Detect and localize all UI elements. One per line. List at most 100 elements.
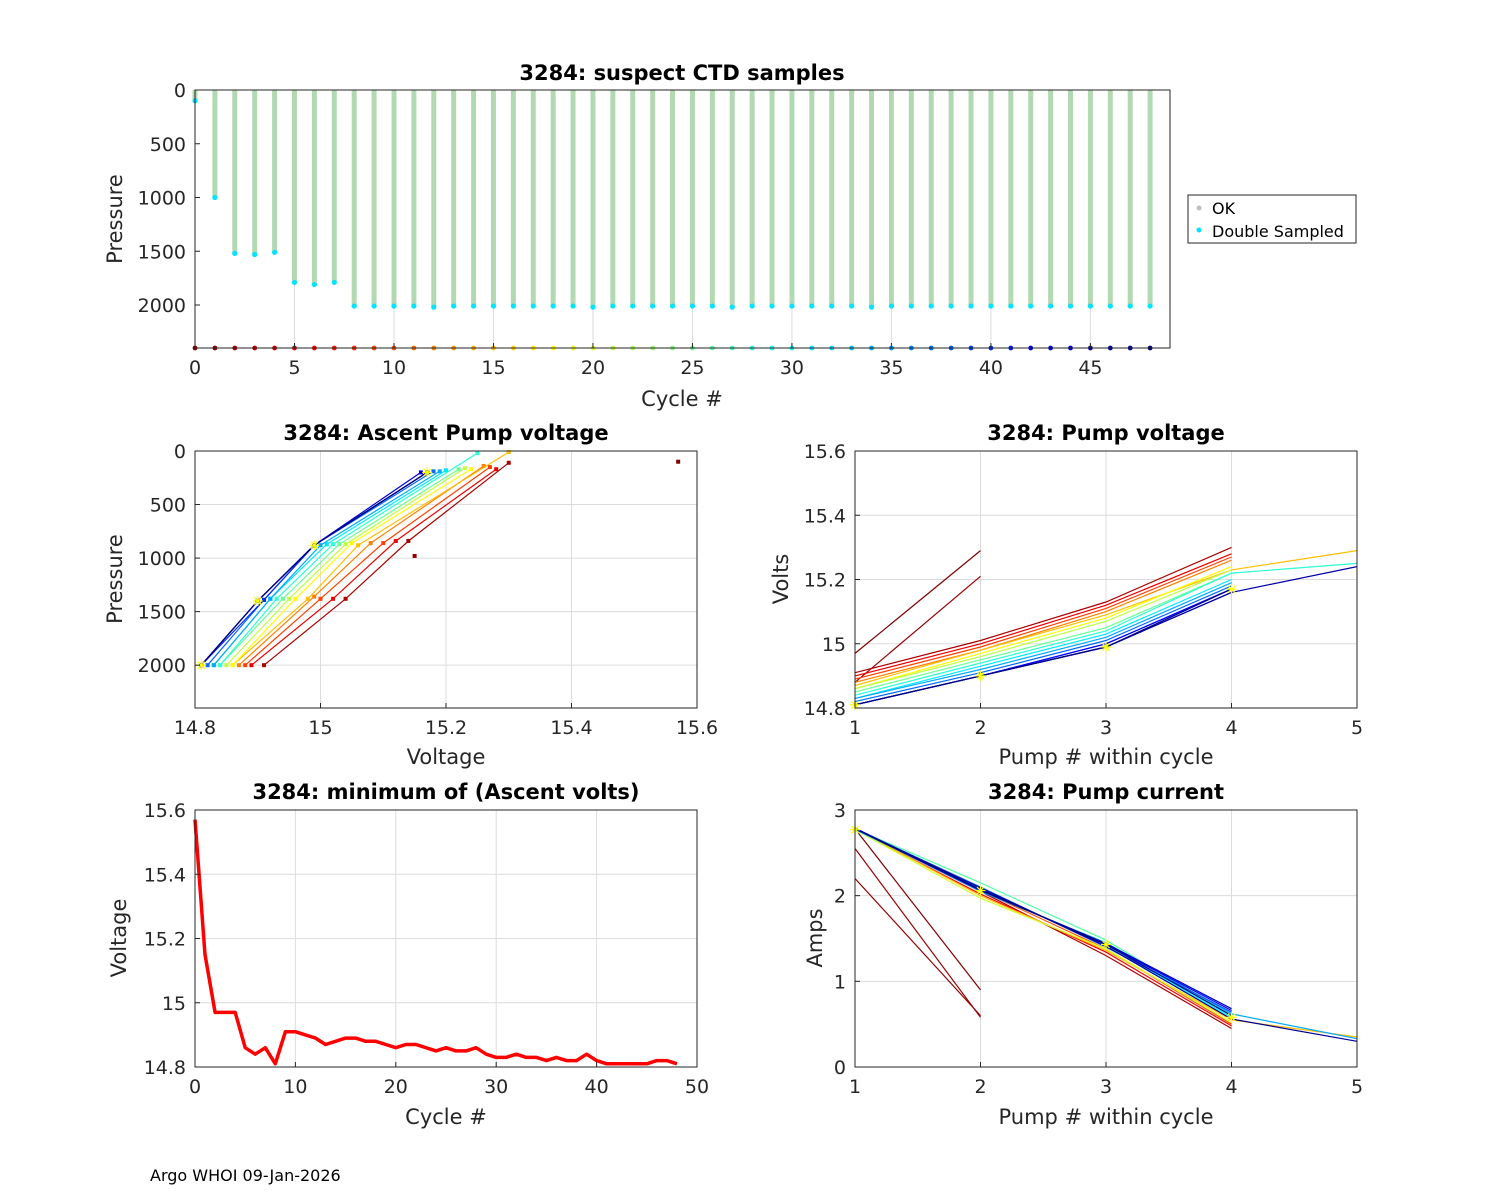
double-sampled-point [689,303,696,309]
pv-xtick-label: 1 [849,717,861,739]
ascent-profile-point [324,542,329,547]
pc-marks [850,824,1358,1042]
ascent-profile-point [444,468,448,473]
ascent-profile-point [412,553,417,558]
pc-ylabel: Amps [803,908,827,967]
pump-voltage-line [854,578,1232,699]
double-sampled-point [570,303,576,309]
marker-stroke [253,596,262,605]
pump-voltage-line [854,550,981,654]
marker-stroke [1102,940,1110,949]
ascent-profile-point [506,460,511,465]
ascent-profile-point [393,538,398,543]
double-sampled-point [829,303,835,309]
pump-voltage-line [854,575,981,683]
ascent-profile-point [312,594,317,599]
double-sampled-point [888,303,895,309]
minv-ytick-label: 15 [162,993,186,1015]
double-sampled-point [948,303,954,309]
ascent-profile-point [481,463,486,468]
double-sampled-point [669,303,676,309]
ctd-xlabel: Cycle # [641,387,723,411]
ascent-profile-line [238,465,484,666]
minv-grid [194,809,698,1068]
pc-xtick-label: 5 [1351,1076,1363,1098]
ascent-profile-point [331,542,336,547]
pv-ytick-label: 14.8 [804,698,846,720]
pump-current-line [854,828,1232,1017]
pv-ytick-label: 15.4 [804,505,846,527]
pv-xtick-label: 3 [1100,717,1112,739]
ascent-profile-point [456,467,461,472]
pump-current-line [854,829,1232,1024]
minv-axes-box [194,809,698,1068]
apv-axes-box [194,450,698,709]
pc-xtick-label: 4 [1225,1076,1237,1098]
minv-ytick-label: 14.8 [144,1057,186,1079]
apv-title: 3284: Ascent Pump voltage [283,421,608,445]
ctd-xtick-label: 40 [979,357,1003,379]
double-sampled-point [610,303,616,309]
ctd-legend: OK Double Sampled [1187,194,1357,244]
pump-voltage-panel: 3284: Pump voltage 1 2 3 4 5 14.8 15 15.2 15.4 15… [769,421,1363,769]
double-sampled-point [1008,303,1014,309]
minv-title: 3284: minimum of (Ascent volts) [252,780,639,804]
double-sampled-point [809,303,815,309]
legend-box [1187,194,1357,244]
pc-xtick-label: 3 [1100,1076,1112,1098]
ascent-profile-point [356,543,361,548]
ascent-profile-line [213,470,441,666]
double-sampled-point [650,303,656,309]
ascent-profile-point [331,596,336,601]
min-voltage-line [193,819,678,1066]
double-sampled-point [1028,303,1034,309]
ascent-profile-point [274,596,279,601]
ascent-profile-point [305,596,310,601]
pv-ytick-label: 15.6 [804,441,846,463]
pump-voltage-line [854,556,1232,680]
double-sampled-point [212,194,218,201]
pv-ylabel: Volts [769,554,793,605]
ascent-profile-point [469,467,474,472]
ascent-profile-point [494,467,499,472]
ctd-xtick-label: 35 [879,357,903,379]
ascent-profile-line [232,468,472,666]
ascent-profile-point [318,543,323,548]
pump-voltage-line [854,559,1232,683]
ascent-profile-line [244,466,491,666]
ascent-profile-point [205,663,210,668]
ctd-xtick-label: 30 [780,357,804,379]
double-sampled-point [271,249,278,255]
double-sampled-point [550,303,556,309]
ctd-ytick-label: 1000 [138,188,186,210]
pump-voltage-line [854,585,1232,703]
apv-xtick-label: 15.4 [550,717,592,739]
double-sampled-point [411,303,417,309]
legend-double-marker [1196,227,1202,233]
ascent-profile-point [318,596,323,601]
ctd-marks [192,90,1153,351]
pv-xtick-label: 5 [1351,717,1363,739]
pump-current-line [854,828,1358,1038]
minv-xtick-label: 50 [685,1076,709,1098]
minv-axes: 0 10 20 30 40 50 14.8 15 15.2 15.4 15.6 [144,800,709,1098]
ascent-profile-point [368,541,373,546]
apv-axes: 14.8 15 15.2 15.4 15.6 0 500 1000 1500 2000 [138,441,719,739]
ctd-title: 3284: suspect CTD samples [519,61,844,85]
double-sampled-point [530,303,536,309]
apv-xlabel: Voltage [407,745,486,769]
pump-voltage-line [854,572,1232,693]
ascent-profile-point [262,663,267,668]
apv-grid [194,450,698,708]
ctd-ytick-label: 1500 [138,241,186,263]
ascent-profile-point [381,541,386,546]
double-sampled-point [769,303,775,309]
pc-ytick-label: 2 [834,886,846,908]
pump-current-line [854,878,981,1017]
double-sampled-point [928,303,934,309]
apv-ytick-label: 1000 [138,548,186,570]
ascent-profile-point [475,451,480,456]
ctd-ytick-label: 500 [150,134,186,156]
double-sampled-point [431,304,437,310]
